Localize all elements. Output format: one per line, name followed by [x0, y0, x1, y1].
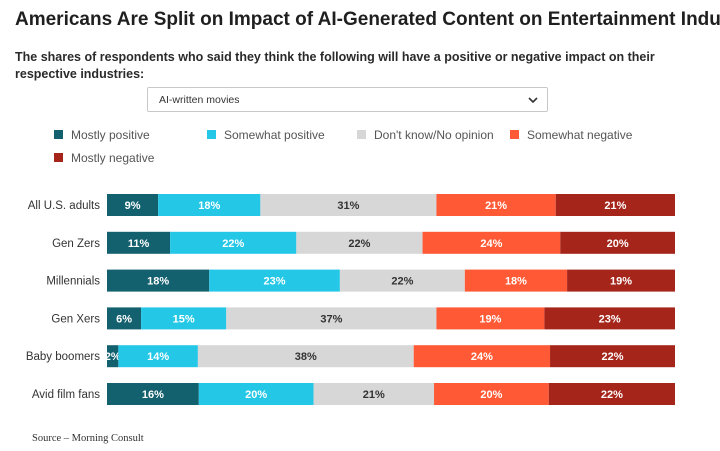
- data-label: 6%: [116, 313, 132, 325]
- data-label: 21%: [604, 200, 626, 212]
- legend-label: Somewhat negative: [527, 128, 633, 142]
- legend-label: Mostly negative: [71, 151, 155, 165]
- data-label: 21%: [363, 389, 385, 401]
- bar-segment: [226, 307, 437, 330]
- bar-segment: [107, 194, 159, 216]
- bar-segment: [413, 345, 551, 368]
- data-label: 20%: [607, 238, 629, 250]
- topic-dropdown[interactable]: AI-written movies: [147, 87, 548, 112]
- data-label: 18%: [147, 276, 169, 288]
- legend-label: Somewhat positive: [224, 128, 325, 142]
- category-label: Baby boomers: [26, 351, 100, 363]
- bar-segment: [434, 383, 549, 405]
- category-label: Gen Xers: [51, 313, 100, 325]
- data-label: 19%: [479, 313, 501, 325]
- data-label: 20%: [245, 389, 267, 401]
- data-label: 11%: [128, 238, 150, 250]
- bar-segment: [548, 383, 675, 405]
- bar-segment: [107, 307, 142, 330]
- category-label: Gen Zers: [52, 238, 100, 250]
- bar-segment: [544, 307, 675, 330]
- bar-segment: [313, 383, 435, 405]
- data-label: 19%: [610, 276, 632, 288]
- bar-segment: [107, 345, 119, 368]
- bar-segment: [107, 383, 199, 405]
- bar-segment: [339, 269, 465, 292]
- bar-segment: [198, 383, 314, 405]
- chevron-down-icon: [528, 97, 538, 104]
- data-label: 23%: [264, 276, 286, 288]
- data-label: 38%: [295, 351, 317, 363]
- bar-segment: [555, 194, 675, 216]
- legend-label: Don't know/No opinion: [374, 128, 494, 142]
- bar-segment: [170, 231, 297, 254]
- data-label: 37%: [320, 313, 342, 325]
- data-label: 21%: [485, 200, 507, 212]
- bar-segment: [550, 345, 675, 368]
- data-label: 20%: [480, 389, 502, 401]
- data-label: 18%: [198, 200, 220, 212]
- data-label: 14%: [147, 351, 169, 363]
- data-label: 22%: [601, 389, 623, 401]
- bar-segment: [118, 345, 198, 368]
- data-label: 22%: [602, 351, 624, 363]
- dropdown-selected-value: AI-written movies: [159, 94, 240, 106]
- source-note: Source – Morning Consult: [32, 433, 144, 444]
- bar-segment: [296, 231, 423, 254]
- legend-label: Mostly positive: [71, 128, 150, 142]
- data-label: 24%: [471, 351, 493, 363]
- category-label: Millennials: [46, 276, 100, 288]
- data-label: 9%: [125, 200, 141, 212]
- data-label: 31%: [337, 200, 359, 212]
- legend-swatch: [357, 130, 366, 139]
- chart-title: Americans Are Split on Impact of AI-Gene…: [15, 9, 720, 30]
- bar-segment: [436, 194, 556, 216]
- legend-swatch: [207, 130, 216, 139]
- data-label: 16%: [142, 389, 164, 401]
- data-label: 18%: [505, 276, 527, 288]
- data-label: 22%: [222, 238, 244, 250]
- data-label: 22%: [391, 276, 413, 288]
- chart-subtitle: The shares of respondents who said they …: [15, 50, 655, 81]
- bar-segment: [260, 194, 437, 216]
- category-label: All U.S. adults: [28, 200, 100, 212]
- legend-swatch: [54, 130, 63, 139]
- bar-segment: [197, 345, 414, 368]
- legend-swatch: [510, 130, 519, 139]
- legend-swatch: [54, 153, 63, 162]
- bar-segment: [567, 269, 675, 292]
- bar-segment: [107, 269, 210, 292]
- data-label: 23%: [599, 313, 621, 325]
- data-label: 24%: [480, 238, 502, 250]
- bar-segment: [209, 269, 340, 292]
- bar-segment: [107, 231, 171, 254]
- data-label: 22%: [348, 238, 370, 250]
- data-label: 2%: [105, 351, 121, 363]
- data-label: 15%: [173, 313, 195, 325]
- bar-segment: [422, 231, 561, 254]
- bar-segment: [158, 194, 261, 216]
- bar-segment: [436, 307, 545, 330]
- bar-segment: [560, 231, 675, 254]
- bar-segment: [464, 269, 568, 292]
- category-label: Avid film fans: [32, 389, 100, 401]
- bar-segment: [141, 307, 227, 330]
